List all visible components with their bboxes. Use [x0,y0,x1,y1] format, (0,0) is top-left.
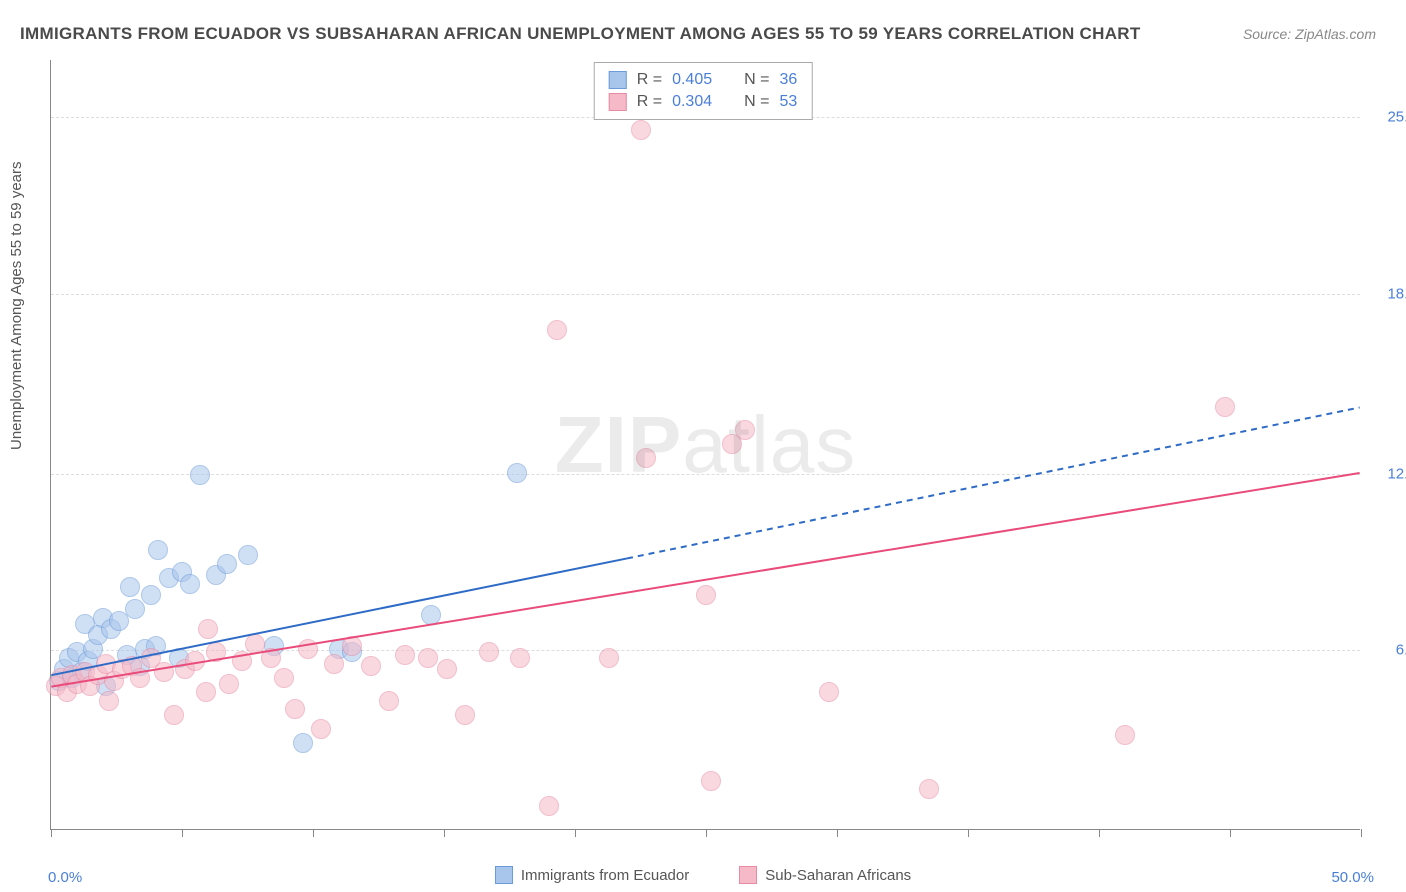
source-name: ZipAtlas.com [1295,26,1376,42]
legend-swatch-series2-bottom [739,866,757,884]
x-tick [313,829,314,837]
data-point [379,691,399,711]
source-attribution: Source: ZipAtlas.com [1243,26,1376,42]
y-tick-label: 18.8% [1370,285,1406,302]
legend-swatch-series2 [609,93,627,111]
data-point [455,705,475,725]
data-point [510,648,530,668]
data-point [1215,397,1235,417]
data-point [395,645,415,665]
trend-lines [51,60,1360,829]
data-point [217,554,237,574]
data-point [418,648,438,668]
x-tick [1361,829,1362,837]
data-point [701,771,721,791]
x-tick [837,829,838,837]
r-value-2: 0.304 [672,93,712,111]
data-point [298,639,318,659]
data-point [232,651,252,671]
correlation-legend: R = 0.405 N = 36 R = 0.304 N = 53 [594,62,813,120]
data-point [507,463,527,483]
x-tick-label-min: 0.0% [48,869,82,886]
chart-title: IMMIGRANTS FROM ECUADOR VS SUBSAHARAN AF… [20,24,1141,44]
legend-swatch-series1-bottom [495,866,513,884]
source-prefix: Source: [1243,26,1291,42]
gridline [51,474,1360,475]
gridline [51,294,1360,295]
y-tick-label: 25.0% [1370,109,1406,126]
data-point [198,619,218,639]
chart-area: ZIPatlas 6.3%12.5%18.8%25.0% [50,60,1360,830]
n-label-1: N = [744,71,769,89]
x-tick [444,829,445,837]
legend-item-series2: Sub-Saharan Africans [739,866,911,884]
data-point [125,599,145,619]
chart-container: IMMIGRANTS FROM ECUADOR VS SUBSAHARAN AF… [0,0,1406,892]
data-point [185,651,205,671]
legend-swatch-series1 [609,71,627,89]
r-label-2: R = [637,93,662,111]
correlation-row-1: R = 0.405 N = 36 [609,69,798,91]
y-tick-label: 6.3% [1370,642,1406,659]
data-point [919,779,939,799]
legend-label-series1: Immigrants from Ecuador [521,867,689,884]
data-point [99,691,119,711]
data-point [1115,725,1135,745]
n-value-2: 53 [779,93,797,111]
x-tick [51,829,52,837]
data-point [219,674,239,694]
data-point [547,320,567,340]
data-point [735,420,755,440]
data-point [190,465,210,485]
r-value-1: 0.405 [672,71,712,89]
x-tick-label-max: 50.0% [1331,869,1374,886]
data-point [274,668,294,688]
data-point [285,699,305,719]
data-point [130,668,150,688]
data-point [261,648,281,668]
data-point [437,659,457,679]
data-point [148,540,168,560]
data-point [479,642,499,662]
watermark-part1: ZIP [555,400,682,489]
data-point [180,574,200,594]
data-point [539,796,559,816]
watermark-part2: atlas [682,400,856,489]
data-point [238,545,258,565]
n-value-1: 36 [779,71,797,89]
plot-area: ZIPatlas 6.3%12.5%18.8%25.0% [50,60,1360,830]
legend-label-series2: Sub-Saharan Africans [765,867,911,884]
data-point [636,448,656,468]
x-tick [182,829,183,837]
data-point [342,636,362,656]
series-legend: Immigrants from Ecuador Sub-Saharan Afri… [0,866,1406,884]
data-point [421,605,441,625]
data-point [599,648,619,668]
data-point [361,656,381,676]
n-label-2: N = [744,93,769,111]
correlation-row-2: R = 0.304 N = 53 [609,91,798,113]
data-point [164,705,184,725]
x-tick [1230,829,1231,837]
data-point [819,682,839,702]
legend-item-series1: Immigrants from Ecuador [495,866,689,884]
data-point [311,719,331,739]
data-point [141,585,161,605]
x-tick [968,829,969,837]
data-point [206,642,226,662]
watermark: ZIPatlas [555,399,856,491]
data-point [324,654,344,674]
r-label-1: R = [637,71,662,89]
y-axis-label: Unemployment Among Ages 55 to 59 years [8,161,25,450]
data-point [196,682,216,702]
data-point [631,120,651,140]
y-tick-label: 12.5% [1370,465,1406,482]
x-tick [575,829,576,837]
data-point [696,585,716,605]
x-tick [1099,829,1100,837]
data-point [293,733,313,753]
data-point [154,662,174,682]
data-point [120,577,140,597]
x-tick [706,829,707,837]
